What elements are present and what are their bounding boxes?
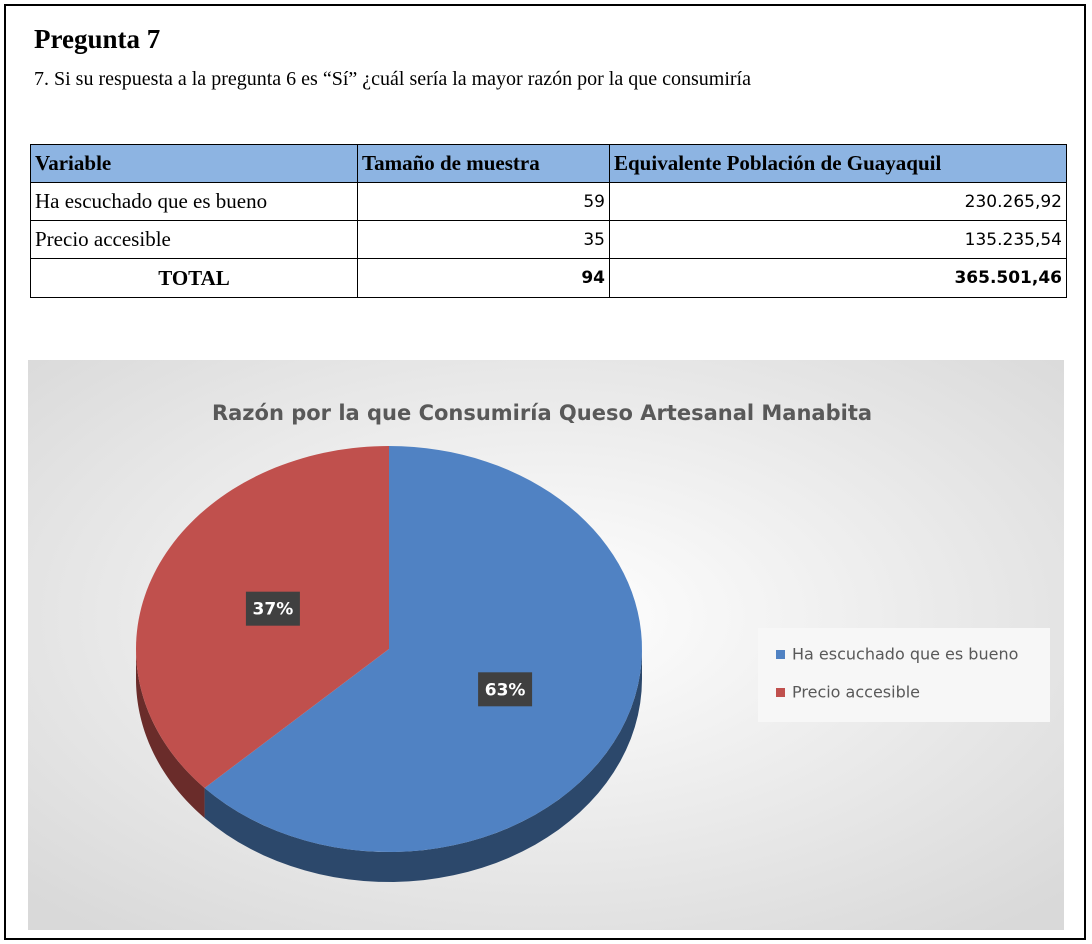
cell: 135.235,54 [609, 220, 1067, 259]
legend-label: Ha escuchado que es bueno [792, 645, 1018, 664]
cell: Precio accesible [30, 220, 358, 259]
label-box [478, 672, 533, 707]
pie-slice [204, 446, 643, 882]
cell: TOTAL [30, 258, 358, 298]
legend-label: Precio accesible [792, 683, 920, 702]
label-box [245, 591, 300, 626]
page: Pregunta 7 7. Si su respuesta a la pregu… [4, 4, 1086, 940]
cell: 230.265,92 [609, 182, 1067, 221]
col-header: Tamaño de muestra [357, 144, 610, 183]
cell: 59 [357, 182, 610, 221]
legend-swatch [776, 650, 785, 659]
cell: 35 [357, 220, 610, 259]
title: Pregunta 7 [34, 24, 161, 54]
question: 7. Si su respuesta a la pregunta 6 es “S… [34, 68, 751, 90]
pie-side [204, 649, 643, 882]
pie-side [136, 649, 205, 818]
col-header: Equivalente Población de Guayaquil [609, 144, 1067, 183]
data-label: 63% [485, 680, 526, 700]
legend-box [758, 628, 1050, 722]
data-label: 37% [253, 600, 294, 620]
chart: Razón por la que Consumiría Queso Artesa… [28, 360, 1064, 930]
cell: 94 [357, 258, 610, 298]
cell: 365.501,46 [609, 258, 1067, 298]
legend-swatch [776, 688, 785, 697]
pie-top [204, 446, 642, 852]
chart-title: Razón por la que Consumiría Queso Artesa… [212, 401, 872, 425]
col-header: Variable [30, 144, 358, 183]
cell: Ha escuchado que es bueno [30, 182, 358, 221]
table: Variable Tamaño de muestra Equivalente P… [30, 144, 1067, 298]
